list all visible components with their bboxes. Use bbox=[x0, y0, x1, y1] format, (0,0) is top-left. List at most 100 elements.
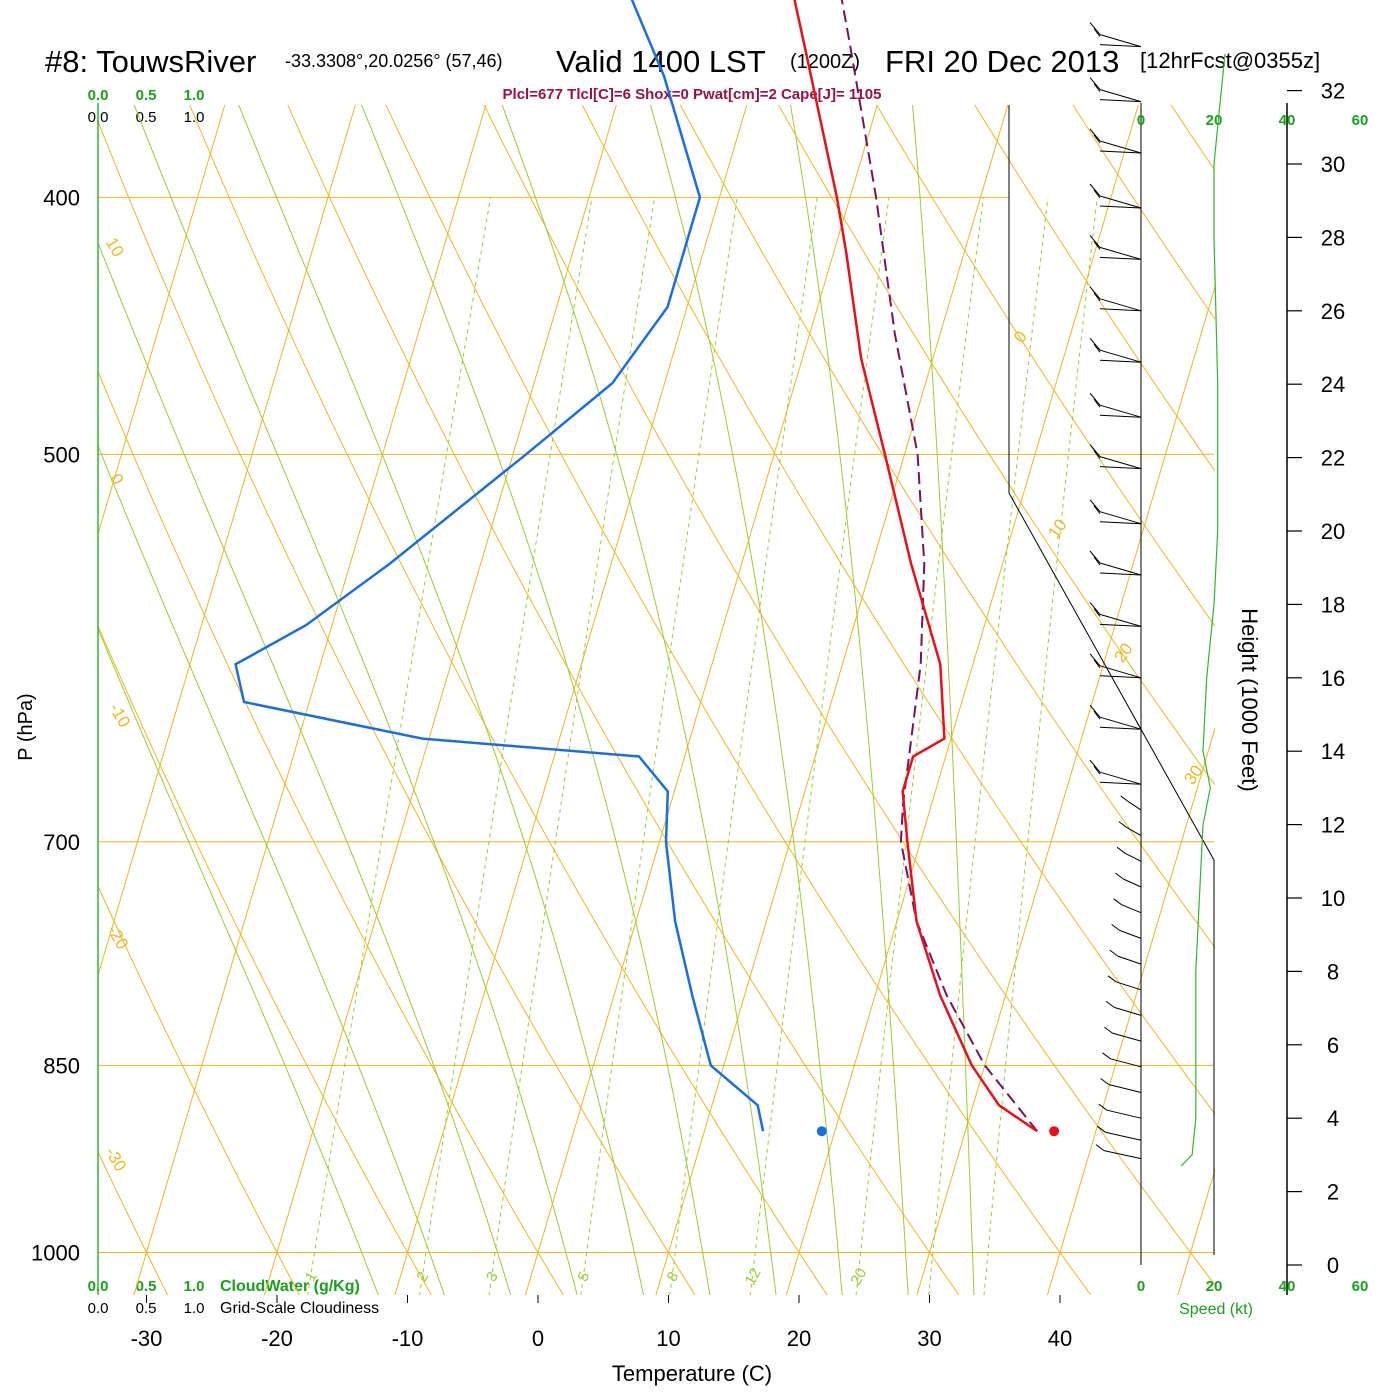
speed-axis-label: Speed (kt) bbox=[1179, 1301, 1253, 1318]
dry-adiabat bbox=[679, 105, 1215, 949]
height-tick-label: 14 bbox=[1321, 739, 1345, 764]
wind-barb-shaft bbox=[1099, 44, 1142, 48]
wind-barb bbox=[1128, 801, 1142, 811]
dry-adiabat-label: 30 bbox=[1180, 762, 1206, 788]
isotherm-20 bbox=[785, 105, 1139, 1295]
wind-barb-flag bbox=[1093, 241, 1101, 250]
surface-dewpoint-dot bbox=[816, 1126, 827, 1137]
isotherm--50 bbox=[98, 105, 226, 536]
moist-adiabat bbox=[238, 105, 645, 1295]
wind-barb-flag bbox=[1102, 1052, 1111, 1060]
speed-tick-bottom: 0 bbox=[1137, 1278, 1145, 1295]
surface-temperature-dot bbox=[1049, 1126, 1060, 1137]
wind-barb bbox=[1099, 89, 1142, 103]
height-tick-label: 22 bbox=[1321, 446, 1345, 471]
dry-adiabat bbox=[1170, 105, 1215, 172]
wind-barb-flag bbox=[1107, 975, 1117, 983]
mixing-ratio-label: 20 bbox=[847, 1265, 870, 1288]
mixing-ratio-labels: 1 2 3 5 8 12 20 bbox=[302, 1265, 871, 1288]
pressure-tick-label: 1000 bbox=[31, 1241, 80, 1266]
wind-barb bbox=[1099, 34, 1142, 48]
cloudwater-scale-bottom: 0.5 bbox=[136, 1278, 157, 1295]
isotherm--20 bbox=[263, 105, 617, 1295]
moist-adiabats bbox=[98, 105, 975, 1295]
height-axis-label: Height (1000 Feet) bbox=[1237, 608, 1262, 791]
x-axis-label: Temperature (C) bbox=[612, 1361, 772, 1386]
x-tick-label: -20 bbox=[261, 1326, 293, 1351]
wind-barb-shaft bbox=[1099, 359, 1142, 363]
height-tick-label: 24 bbox=[1321, 372, 1345, 397]
wind-barb-flag bbox=[1089, 183, 1101, 197]
speed-tick-top: 0 bbox=[1137, 112, 1145, 129]
dry-adiabat bbox=[0, 0, 47, 1320]
wind-barb-flag bbox=[1089, 499, 1101, 513]
moist-adiabat bbox=[98, 627, 379, 1295]
wind-barb bbox=[1117, 955, 1142, 965]
station-title: #8: TouwsRiver bbox=[45, 44, 256, 79]
dry-adiabat-label: 20 bbox=[1110, 640, 1136, 666]
height-tick-label: 28 bbox=[1321, 225, 1345, 250]
pressure-tick-label: 850 bbox=[43, 1053, 80, 1078]
wind-barb-flag bbox=[1120, 795, 1129, 803]
wind-barb-flag bbox=[1089, 128, 1101, 142]
dry-adiabat bbox=[1072, 105, 1215, 320]
cloudwater-scale-bottom: 1.0 bbox=[184, 1278, 205, 1295]
wind-barb-flag bbox=[1093, 134, 1101, 144]
wind-barb-flag bbox=[1089, 704, 1101, 718]
wind-barb-flag bbox=[1093, 83, 1101, 92]
wind-barb-flag bbox=[1089, 653, 1101, 667]
wind-barb-flag bbox=[1089, 286, 1101, 300]
dry-adiabat bbox=[98, 884, 301, 1295]
moist-adiabat bbox=[789, 105, 909, 1295]
height-tick-label: 2 bbox=[1327, 1180, 1339, 1205]
wind-barb bbox=[1099, 195, 1142, 209]
wind-barb-flag bbox=[1111, 924, 1120, 931]
wind-barb bbox=[1114, 1006, 1142, 1016]
dry-adiabat bbox=[385, 105, 1092, 1295]
wind-barb-flag bbox=[1093, 556, 1101, 566]
wind-barb-flag bbox=[1089, 22, 1101, 35]
wind-barb-flag bbox=[1105, 1001, 1115, 1008]
wind-barb-flag bbox=[1089, 392, 1101, 406]
x-tick-label: 40 bbox=[1048, 1326, 1072, 1351]
wind-barb bbox=[1099, 298, 1142, 312]
x-tick-label: -30 bbox=[131, 1326, 163, 1351]
wind-barb-flag bbox=[1115, 872, 1124, 880]
height-tick-label: 30 bbox=[1321, 152, 1345, 177]
wind-barb-shaft bbox=[1099, 521, 1142, 525]
height-tick-label: 0 bbox=[1327, 1253, 1339, 1278]
speed-tick-top: 40 bbox=[1279, 112, 1296, 129]
wind-barb bbox=[1099, 665, 1142, 679]
wind-barb-flag bbox=[1104, 1026, 1113, 1034]
cloudwater-scale-top: 0.0 bbox=[88, 87, 109, 104]
wind-barb bbox=[1099, 511, 1142, 525]
dry-adiabat-label: 10 bbox=[102, 234, 128, 260]
isotherm-40 bbox=[1046, 726, 1215, 1295]
mixing-ratio-line bbox=[580, 197, 738, 1295]
isotherm--40 bbox=[98, 105, 356, 977]
wind-barb bbox=[1108, 1084, 1142, 1093]
isotherm--10 bbox=[394, 105, 748, 1295]
isotherm--60 bbox=[0, 0, 241, 1320]
height-tick-label: 26 bbox=[1321, 299, 1345, 324]
wind-speed-line bbox=[1180, 53, 1226, 1167]
wind-barb-flag bbox=[1093, 343, 1101, 353]
stability-indices: Plcl=677 Tlcl[C]=6 Shox=0 Pwat[cm]=2 Cap… bbox=[503, 86, 882, 103]
wind-barb bbox=[1124, 852, 1142, 862]
dewpoint-profile-line bbox=[234, 0, 765, 1132]
wind-barb-flag bbox=[1093, 765, 1101, 775]
dry-adiabat bbox=[974, 105, 1215, 472]
dry-adiabat bbox=[483, 105, 1215, 1286]
moist-adiabat bbox=[912, 105, 975, 1295]
height-tick-label: 20 bbox=[1321, 519, 1345, 544]
dry-adiabat bbox=[1044, 0, 1400, 1320]
cloudwater-scale-top: 1.0 bbox=[184, 87, 205, 104]
wind-barb-shaft bbox=[1099, 414, 1142, 418]
wind-barb-flag bbox=[1089, 235, 1101, 248]
dry-adiabats bbox=[0, 0, 1400, 1320]
cloudiness-scale-bottom: 1.0 bbox=[184, 1300, 205, 1317]
x-tick-label: 20 bbox=[787, 1326, 811, 1351]
wind-barb-flag bbox=[1116, 846, 1126, 854]
mixing-ratio-lines bbox=[307, 197, 1098, 1295]
